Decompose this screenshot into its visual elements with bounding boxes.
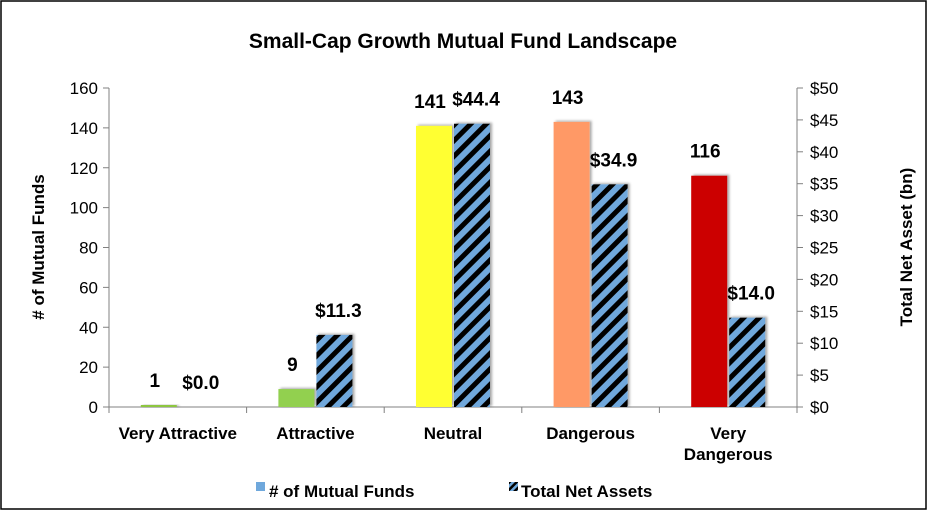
legend-swatch-funds [256,482,265,491]
bar-net-assets [591,184,628,407]
bar-net-assets [454,123,490,407]
right-axis-ticks: $0 $5 $10 $15 $20 $25 $30 $35 $40 $45 $50 [797,79,838,417]
category-label: Dangerous [546,424,635,443]
right-tick-label: $0 [810,398,829,417]
left-tick-label: 20 [79,358,98,377]
bar-fund-count [140,405,177,407]
bar-data-labels: 1 $0.0 9 $11.3 141 $44.4 143 $34.9 116 $14.0 [150,88,775,394]
bar-fund-count [691,175,728,407]
right-tick-label: $40 [810,143,838,162]
fund-count-label: 116 [690,142,721,163]
right-tick-label: $20 [810,270,838,289]
right-tick-label: $15 [810,302,838,321]
fund-count-label: 9 [287,355,298,376]
net-asset-label: $44.4 [452,90,500,111]
category-label: Very [710,424,746,443]
category-labels: Very Attractive Attractive Neutral Dangerou… [119,424,773,464]
right-tick-label: $35 [810,175,838,194]
net-asset-bars [316,123,766,407]
bar-fund-count [553,121,590,408]
category-label: Attractive [276,424,354,443]
net-asset-label: $0.0 [182,373,219,394]
bar-net-assets [729,317,766,407]
right-axis-title: Total Net Asset (bn) [897,168,916,327]
right-tick-label: $10 [810,334,838,353]
fund-count-label: 141 [414,92,446,113]
right-tick-label: $5 [810,366,829,385]
right-tick-label: $30 [810,207,838,226]
left-tick-label: 100 [70,199,98,218]
category-label: Neutral [424,424,483,443]
left-axis-ticks: 0 20 40 60 80 100 120 140 160 [70,79,109,417]
category-label: Very Attractive [119,424,237,443]
category-label: Dangerous [684,445,773,464]
left-axis-title: # of Mutual Funds [29,174,48,319]
left-tick-label: 120 [70,159,98,178]
x-axis-ticks [108,407,798,413]
right-tick-label: $25 [810,239,838,258]
chart-title: Small-Cap Growth Mutual Fund Landscape [249,30,677,53]
net-asset-label: $34.9 [590,150,638,171]
left-tick-label: 0 [89,398,98,417]
right-tick-label: $50 [810,79,838,98]
left-tick-label: 160 [70,79,98,98]
fund-count-label: 1 [150,371,161,392]
right-tick-label: $45 [810,111,838,130]
left-tick-label: 140 [70,119,98,138]
legend-swatch-assets [509,482,518,491]
left-tick-label: 60 [79,278,98,297]
net-asset-label: $11.3 [315,301,362,322]
left-tick-label: 40 [79,318,98,337]
legend-label-assets: Total Net Assets [521,482,652,501]
bar-net-assets [316,334,353,407]
net-asset-label: $14.0 [727,284,775,305]
fund-count-bars [140,121,728,408]
bar-fund-count [278,389,315,407]
bar-fund-count [416,125,452,407]
legend: # of Mutual Funds Total Net Assets [256,482,652,501]
fund-count-label: 143 [552,88,584,109]
legend-label-funds: # of Mutual Funds [269,482,414,501]
left-tick-label: 80 [79,239,98,258]
